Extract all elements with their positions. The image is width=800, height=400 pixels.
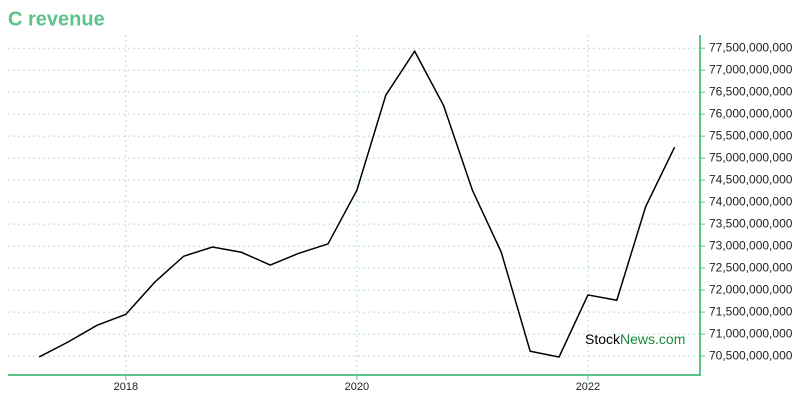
y-tick-label: 71,000,000,000 bbox=[709, 326, 793, 340]
y-tick-label: 77,000,000,000 bbox=[709, 62, 793, 76]
y-tick-label: 75,500,000,000 bbox=[709, 128, 793, 142]
y-tick-label: 72,000,000,000 bbox=[709, 282, 793, 296]
line bbox=[38, 49, 676, 358]
y-tick-label: 70,500,000,000 bbox=[709, 348, 793, 362]
y-tick-label: 73,500,000,000 bbox=[709, 216, 793, 230]
y-tick-label: 75,000,000,000 bbox=[709, 150, 793, 164]
watermark-domain: News.com bbox=[620, 331, 685, 347]
x-tick-label: 2018 bbox=[114, 381, 138, 393]
x-tick-label: 2020 bbox=[345, 381, 369, 393]
y-tick-label: 74,500,000,000 bbox=[709, 172, 793, 186]
y-tick-label: 71,500,000,000 bbox=[709, 304, 793, 318]
y-tick-label: 77,500,000,000 bbox=[709, 40, 793, 54]
watermark-brand: Stock bbox=[585, 331, 621, 347]
x-tick-label: 2022 bbox=[576, 381, 600, 393]
y-tick-label: 73,000,000,000 bbox=[709, 238, 793, 252]
chart-title: C revenue bbox=[8, 8, 105, 30]
y-tick-label: 72,500,000,000 bbox=[709, 260, 793, 274]
y-tick-label: 74,000,000,000 bbox=[709, 194, 793, 208]
watermark: StockNews.com bbox=[585, 331, 685, 347]
y-tick-label: 76,500,000,000 bbox=[709, 84, 793, 98]
y-tick-label: 76,000,000,000 bbox=[709, 106, 793, 120]
